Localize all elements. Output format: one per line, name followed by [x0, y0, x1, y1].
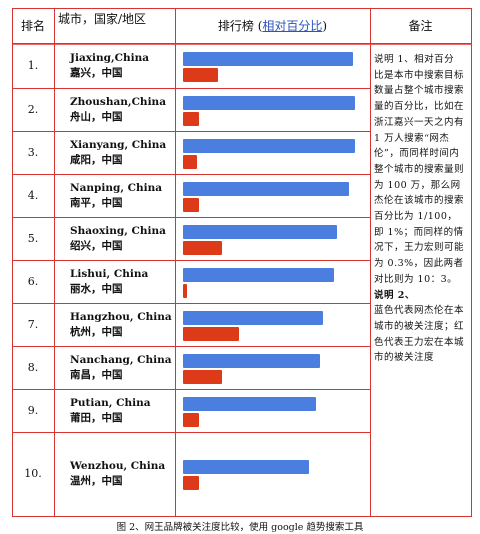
blue-bar [183, 52, 353, 66]
rank-number: 3. [27, 145, 39, 159]
red-bar [183, 68, 218, 82]
row-divider [12, 88, 370, 89]
blue-bar [183, 138, 355, 153]
city-name-en: Shaoxing, China [70, 224, 166, 237]
blue-bar [183, 267, 334, 282]
city-name-zh: 南平，中国 [70, 196, 123, 209]
relative-percent-link[interactable]: 相对百分比 [262, 19, 323, 33]
city-name-en: Jiaxing,China [70, 52, 150, 64]
blue-bar [183, 181, 350, 196]
rank-number: 4. [27, 188, 39, 202]
red-bar [183, 240, 222, 255]
city-name-en: Putian, China [70, 396, 151, 409]
blue-bar [183, 353, 320, 368]
note-paragraph-2-label: 说明 2、 [374, 289, 415, 301]
city-name-zh: 杭州，中国 [70, 325, 123, 338]
blue-bar [183, 396, 316, 411]
city-name-en: Nanchang, China [70, 353, 172, 366]
city-header: 城市，国家/地区 [58, 12, 147, 26]
city-name: Nanping, China 南平，中国 [70, 181, 175, 211]
blue-bar [183, 460, 309, 474]
city-name-en: Wenzhou, China [70, 460, 166, 472]
city-name: Jiaxing,China 嘉兴，中国 [70, 51, 175, 81]
city-name-zh: 咸阳，中国 [70, 153, 123, 166]
red-bar [183, 111, 199, 126]
note-paragraph-1: 说明 1、相对百分比是本市中搜索目标数量占整个城市搜索量的百分比，比如在浙江嘉兴… [374, 54, 465, 285]
rank-number: 10. [24, 467, 42, 480]
blue-bar [183, 310, 323, 325]
row-divider [12, 346, 370, 347]
ranking-table: 排名 城市，国家/地区 排行榜 (相对百分比) 备注 1. Jiaxing,Chi… [12, 8, 472, 517]
figure-caption: 图 2、网王品牌被关注度比较，使用 google 趋势搜索工具 [116, 522, 364, 533]
city-name-en: Nanping, China [70, 181, 163, 194]
row-divider [12, 303, 370, 304]
note-paragraph-2: 蓝色代表网杰伦在本城市的被关注度；红色代表王力宏在本城市的被关注度 [374, 305, 465, 364]
red-bar [183, 369, 222, 384]
note-text: 说明 1、相对百分比是本市中搜索目标数量占整个城市搜索量的百分比，比如在浙江嘉兴… [374, 52, 464, 366]
city-name-en: Zhoushan,China [70, 95, 166, 108]
city-name-zh: 绍兴，中国 [70, 239, 123, 252]
city-name-en: Xianyang, China [70, 138, 167, 151]
city-name-zh: 舟山，中国 [70, 110, 123, 123]
chart-header-prefix: 排行榜 [217, 19, 254, 33]
blue-bar [183, 95, 355, 110]
rank-number: 2. [27, 102, 39, 116]
rank-number: 5. [27, 231, 39, 245]
city-name: Wenzhou, China 温州，中国 [70, 459, 175, 489]
city-name: Lishui, China 丽水，中国 [70, 267, 175, 297]
city-name: Zhoushan,China 舟山，中国 [70, 95, 175, 125]
row-divider [12, 131, 370, 132]
rank-number: 1. [27, 59, 39, 72]
rank-number: 7. [27, 317, 39, 331]
row-divider [12, 260, 370, 261]
blue-bar [183, 224, 337, 239]
city-name-zh: 莆田，中国 [70, 411, 123, 424]
city-name-zh: 嘉兴，中国 [70, 67, 123, 79]
city-name-zh: 温州，中国 [70, 475, 123, 487]
red-bar [183, 154, 197, 169]
red-bar [183, 476, 199, 490]
row-divider [12, 217, 370, 218]
city-name: Shaoxing, China 绍兴，中国 [70, 224, 175, 254]
note-header: 备注 [408, 19, 433, 33]
red-bar [183, 197, 199, 212]
row-divider [12, 174, 370, 175]
row-divider [12, 389, 370, 390]
city-name-en: Lishui, China [70, 267, 149, 280]
chart-header: 排行榜 (相对百分比) [217, 19, 328, 33]
city-name-en: Hangzhou, China [70, 310, 172, 323]
row-divider [12, 432, 370, 433]
city-name-zh: 南昌，中国 [70, 368, 123, 381]
rank-number: 6. [27, 274, 39, 288]
rank-header: 排名 [20, 19, 45, 33]
rank-number: 8. [27, 360, 39, 374]
city-name: Hangzhou, China 杭州，中国 [70, 310, 175, 340]
rank-number: 9. [27, 403, 39, 417]
red-bar [183, 326, 239, 341]
city-name: Nanchang, China 南昌，中国 [70, 353, 175, 383]
red-bar [183, 283, 187, 298]
city-name-zh: 丽水，中国 [70, 282, 123, 295]
city-name: Xianyang, China 咸阳，中国 [70, 138, 175, 168]
red-bar [183, 412, 199, 427]
city-name: Putian, China 莆田，中国 [70, 396, 175, 426]
